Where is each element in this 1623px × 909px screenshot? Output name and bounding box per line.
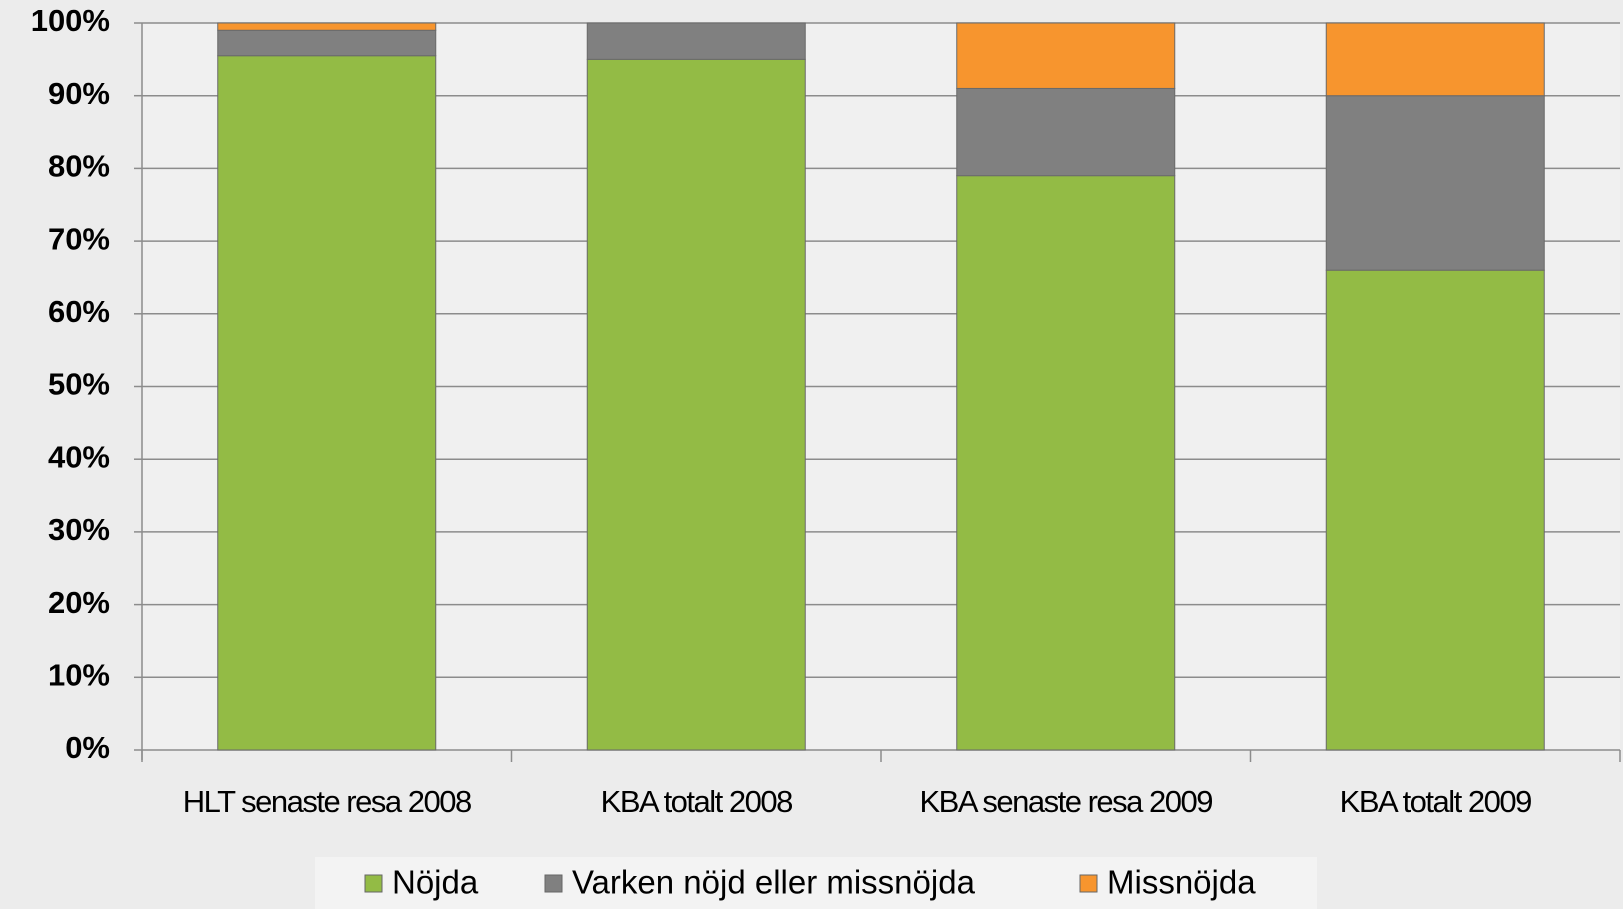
bar-segment bbox=[1325, 269, 1545, 751]
bar-segment bbox=[956, 175, 1176, 751]
legend-swatch bbox=[364, 874, 383, 893]
legend-swatch bbox=[544, 874, 563, 893]
bar-segment bbox=[956, 22, 1176, 89]
legend-label: Nöjda bbox=[392, 864, 479, 901]
legend-label: Varken nöjd eller missnöjda bbox=[572, 864, 976, 901]
bar-segment bbox=[217, 29, 437, 57]
y-tick-label: 10% bbox=[48, 657, 110, 692]
y-tick-label: 90% bbox=[48, 76, 110, 111]
y-tick-label: 60% bbox=[48, 294, 110, 329]
bar-segment bbox=[1325, 95, 1545, 271]
y-tick-label: 40% bbox=[48, 439, 110, 474]
bar-segment bbox=[217, 22, 437, 31]
y-tick-label: 0% bbox=[65, 730, 110, 765]
y-tick-label: 80% bbox=[48, 149, 110, 184]
bar-segment bbox=[586, 22, 806, 60]
bar-segment bbox=[586, 58, 806, 751]
bar-segment bbox=[956, 87, 1176, 177]
x-tick-label: HLT senaste resa 2008 bbox=[183, 784, 471, 819]
legend-swatch bbox=[1079, 874, 1098, 893]
y-tick-label: 50% bbox=[48, 367, 110, 402]
legend-label: Missnöjda bbox=[1107, 864, 1256, 901]
bar-segment bbox=[217, 55, 437, 751]
y-tick-label: 70% bbox=[48, 221, 110, 256]
x-tick-label: KBA senaste resa 2009 bbox=[919, 784, 1212, 819]
x-tick-label: KBA totalt 2009 bbox=[1340, 784, 1531, 819]
y-tick-label: 30% bbox=[48, 512, 110, 547]
x-tick-label: KBA totalt 2008 bbox=[601, 784, 792, 819]
y-tick-label: 20% bbox=[48, 585, 110, 620]
y-tick-label: 100% bbox=[31, 3, 110, 38]
bar-segment bbox=[1325, 22, 1545, 97]
legend-box bbox=[315, 857, 1317, 909]
